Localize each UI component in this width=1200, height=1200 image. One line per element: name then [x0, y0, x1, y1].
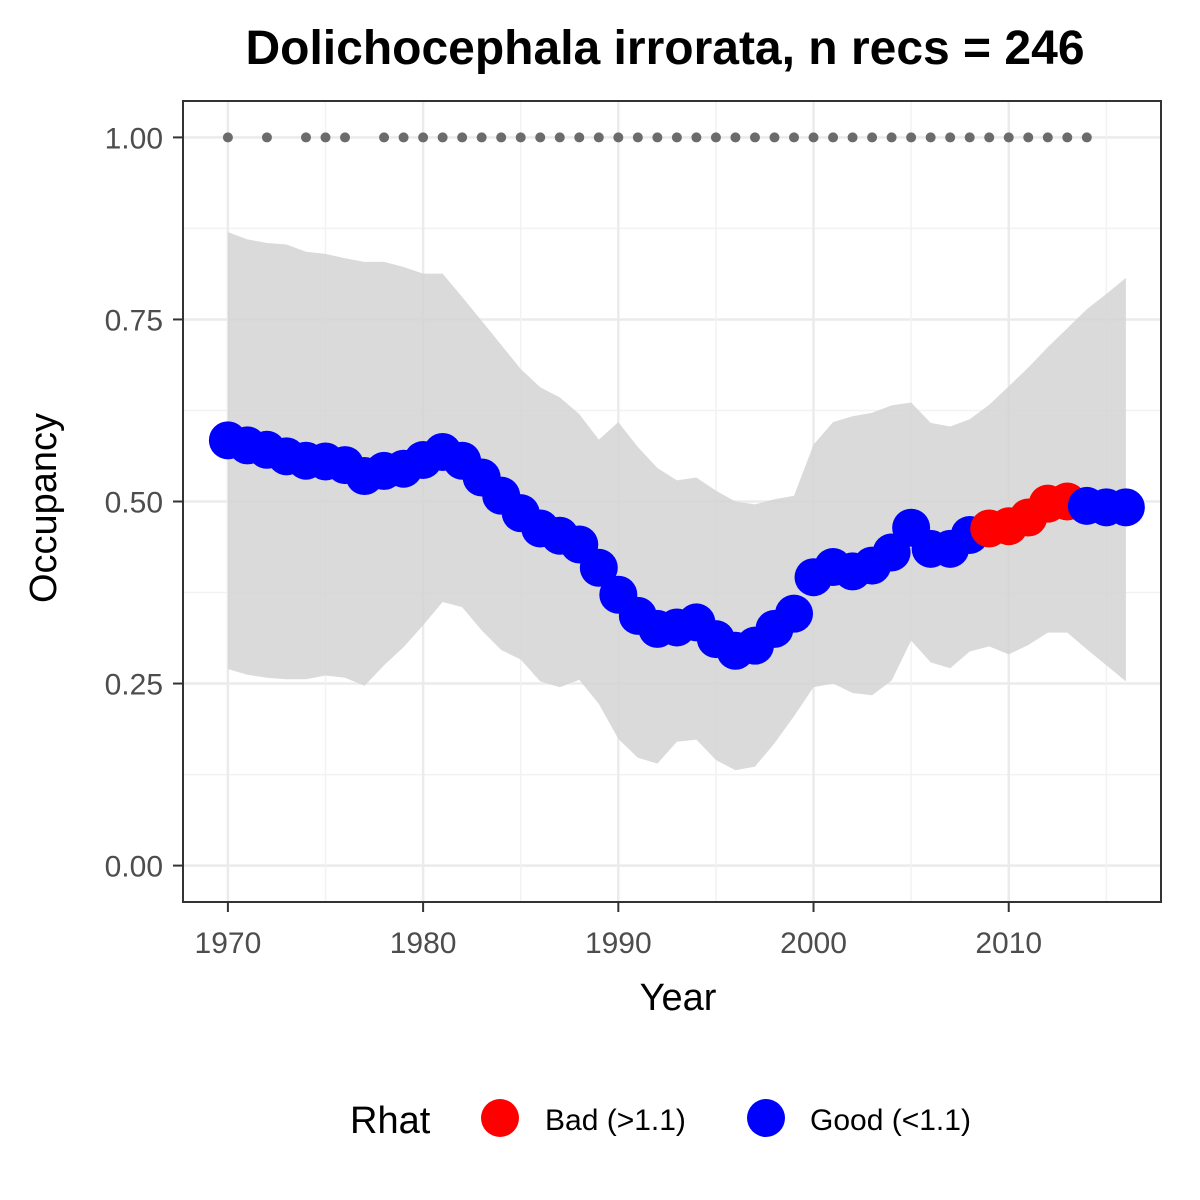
record-dot [418, 132, 429, 143]
record-dot [847, 132, 858, 143]
record-dot [593, 132, 604, 143]
legend-key-bad [481, 1099, 519, 1137]
y-tick-label: 0.50 [105, 487, 163, 520]
record-dot [691, 132, 702, 143]
record-dots [222, 132, 1092, 143]
y-axis: 0.00 0.25 0.50 0.75 1.00 [105, 122, 183, 884]
y-tick-label: 0.25 [105, 669, 163, 702]
plot-panel [182, 100, 1162, 903]
occupancy-point [579, 548, 618, 587]
record-dot [535, 132, 546, 143]
record-dot [476, 132, 487, 143]
record-dot [632, 132, 643, 143]
record-dot [886, 132, 897, 143]
legend: Rhat Bad (>1.1) Good (<1.1) [350, 1099, 971, 1142]
record-dot [1042, 132, 1053, 143]
x-tick-label: 2000 [780, 927, 847, 960]
record-dot [457, 132, 468, 143]
record-dot [515, 132, 526, 143]
legend-label-good: Good (<1.1) [810, 1104, 971, 1137]
record-dot [984, 132, 995, 143]
record-dot [1003, 132, 1014, 143]
record-dot [925, 132, 936, 143]
record-dot [379, 132, 390, 143]
record-dot [906, 132, 917, 143]
x-axis-title: Year [640, 977, 717, 1019]
y-tick-label: 0.00 [105, 851, 163, 884]
record-dot [398, 132, 409, 143]
record-dot [1023, 132, 1034, 143]
occupancy-point [1106, 488, 1145, 527]
record-dot [261, 132, 272, 143]
record-dot [671, 132, 682, 143]
record-dot [340, 132, 351, 143]
x-axis: 1970 1980 1990 2000 2010 [195, 902, 1042, 960]
record-dot [652, 132, 663, 143]
record-dot [964, 132, 975, 143]
legend-label-bad: Bad (>1.1) [545, 1104, 686, 1137]
record-dot [1081, 132, 1092, 143]
record-dot [613, 132, 624, 143]
record-dot [808, 132, 819, 143]
occupancy-points [208, 421, 1145, 670]
x-tick-label: 1970 [195, 927, 262, 960]
record-dot [789, 132, 800, 143]
y-tick-label: 1.00 [105, 122, 163, 155]
occupancy-point [775, 594, 814, 633]
chart-title: Dolichocephala irrorata, n recs = 246 [245, 22, 1084, 75]
x-tick-label: 2010 [975, 927, 1042, 960]
record-dot [300, 132, 311, 143]
record-dot [574, 132, 585, 143]
record-dot [749, 132, 760, 143]
record-dot [867, 132, 878, 143]
record-dot [730, 132, 741, 143]
record-dot [554, 132, 565, 143]
x-tick-label: 1980 [390, 927, 457, 960]
legend-title: Rhat [350, 1100, 431, 1142]
y-axis-title: Occupancy [23, 413, 65, 603]
y-tick-label: 0.75 [105, 304, 163, 337]
record-dot [496, 132, 507, 143]
record-dot [437, 132, 448, 143]
confidence-ribbon [227, 232, 1126, 771]
record-dot [828, 132, 839, 143]
x-tick-label: 1990 [585, 927, 652, 960]
record-dot [945, 132, 956, 143]
record-dot [320, 132, 331, 143]
record-dot [710, 132, 721, 143]
legend-key-good [747, 1099, 785, 1137]
record-dot [1062, 132, 1073, 143]
record-dot [769, 132, 780, 143]
record-dot [222, 132, 233, 143]
